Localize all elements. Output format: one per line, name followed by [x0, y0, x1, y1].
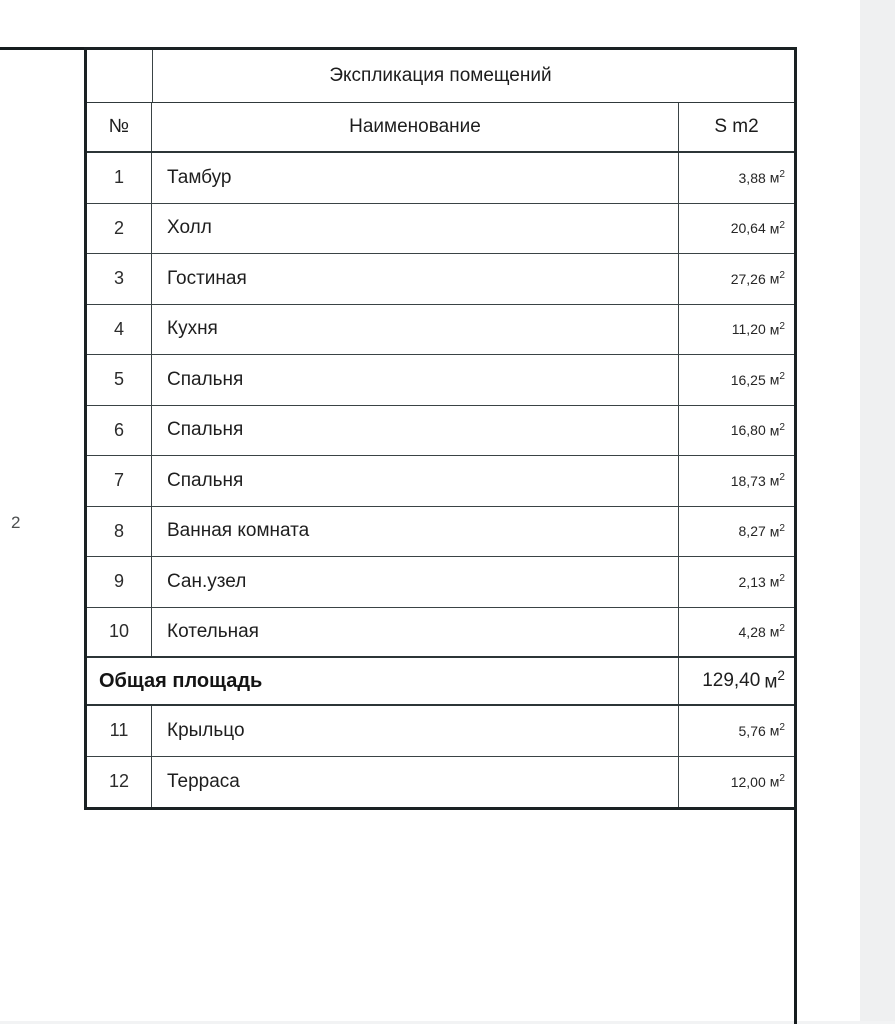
row-name: Сан.узел	[152, 557, 679, 607]
title-blank-cell	[87, 50, 153, 102]
total-area-unit-base: м	[764, 671, 778, 693]
row-number: 3	[87, 254, 152, 304]
row-area-value: 3,88	[738, 169, 766, 186]
row-name: Спальня	[152, 405, 679, 455]
row-area-value: 20,64	[730, 220, 766, 237]
row-area-value: 16,25	[730, 371, 766, 388]
table-row: 8 Ванная комната 8,27 м2	[87, 506, 794, 557]
row-area: 8,27 м2	[679, 507, 794, 557]
table-header-row: № Наименование S m2	[87, 103, 794, 153]
row-area-unit: м2	[769, 169, 785, 187]
main-rows: 1 Тамбур 3,88 м2 2 Холл 20,64 м2 3 Гостиная 27,26 м…	[87, 153, 794, 658]
row-name: Котельная	[152, 607, 679, 656]
row-number: 11	[87, 706, 152, 756]
row-area-unit: м2	[769, 421, 785, 439]
table-row: 2 Холл 20,64 м2	[87, 203, 794, 254]
row-area-value: 12,00	[730, 773, 766, 790]
sheet-frame-line	[794, 808, 797, 1024]
row-number: 10	[87, 607, 152, 656]
row-area-unit: м2	[769, 522, 785, 540]
extra-rows: 11 Крыльцо 5,76 м2 12 Терраса 12,00 м2	[87, 706, 794, 807]
row-area-value: 16,80	[730, 422, 766, 439]
table-row: 6 Спальня 16,80 м2	[87, 405, 794, 456]
row-area-value: 11,20	[731, 321, 766, 338]
row-number: 2	[87, 203, 152, 253]
table-row: 10 Котельная 4,28 м2	[87, 607, 794, 658]
total-label: Общая площадь	[87, 658, 679, 704]
row-area-unit: м2	[769, 472, 785, 490]
row-area-value: 18,73	[730, 472, 766, 489]
total-area-unit: м2	[764, 668, 785, 693]
table-row: 1 Тамбур 3,88 м2	[87, 153, 794, 204]
column-header-number: №	[87, 103, 152, 151]
table-title: Экспликация помещений	[329, 65, 552, 86]
row-area-value: 4,28	[738, 623, 766, 640]
row-area-value: 8,27	[738, 523, 766, 540]
row-area: 27,26 м2	[679, 254, 794, 304]
row-number: 7	[87, 456, 152, 506]
row-name: Спальня	[152, 456, 679, 506]
bottom-edge-line	[0, 1021, 895, 1024]
row-area-unit: м2	[769, 722, 785, 740]
table-row: 7 Спальня 18,73 м2	[87, 456, 794, 507]
row-area-unit: м2	[769, 623, 785, 641]
row-number: 6	[87, 405, 152, 455]
row-area: 2,13 м2	[679, 557, 794, 607]
row-area-unit: м2	[769, 320, 785, 338]
row-area: 18,73 м2	[679, 456, 794, 506]
row-name: Терраса	[152, 756, 679, 807]
row-name: Холл	[152, 203, 679, 253]
table-row: 3 Гостиная 27,26 м2	[87, 254, 794, 305]
row-number: 4	[87, 304, 152, 354]
row-area: 20,64 м2	[679, 204, 794, 254]
column-header-name: Наименование	[152, 103, 679, 151]
row-number: 8	[87, 506, 152, 556]
plan-wall-line	[0, 47, 87, 50]
table-row: 9 Сан.узел 2,13 м2	[87, 557, 794, 608]
row-area-value: 5,76	[738, 722, 766, 739]
column-header-area: S m2	[714, 116, 759, 137]
row-name: Гостиная	[152, 254, 679, 304]
row-area: 4,28 м2	[679, 608, 794, 657]
row-name: Ванная комната	[152, 506, 679, 556]
row-name: Кухня	[152, 304, 679, 354]
row-area-unit: м2	[769, 371, 785, 389]
row-area-unit: м2	[769, 573, 785, 591]
row-area-unit: м2	[769, 270, 785, 288]
row-area: 16,80 м2	[679, 406, 794, 456]
row-name: Тамбур	[152, 153, 679, 203]
row-area-value: 2,13	[738, 573, 766, 590]
row-area: 11,20 м2	[679, 305, 794, 355]
row-area-unit: м2	[769, 773, 785, 791]
total-area: 129,40 м2	[679, 658, 794, 704]
row-number: 12	[87, 756, 152, 807]
row-number: 9	[87, 557, 152, 607]
row-number: 5	[87, 355, 152, 405]
right-margin-strip	[860, 0, 895, 1024]
row-area: 5,76 м2	[679, 706, 794, 756]
table-title-row: Экспликация помещений	[87, 50, 794, 103]
table-row: 5 Спальня 16,25 м2	[87, 355, 794, 406]
row-name: Крыльцо	[152, 706, 679, 756]
total-row: Общая площадь 129,40 м2	[87, 658, 794, 706]
row-area-value: 27,26	[730, 270, 766, 287]
table-row: 4 Кухня 11,20 м2	[87, 304, 794, 355]
total-area-value: 129,40	[702, 670, 761, 691]
row-area: 16,25 м2	[679, 355, 794, 405]
table-row: 11 Крыльцо 5,76 м2	[87, 706, 794, 757]
dimension-label: 2	[11, 513, 21, 532]
row-area: 12,00 м2	[679, 757, 794, 808]
row-number: 1	[87, 153, 152, 203]
room-schedule-table: Экспликация помещений № Наименование S m…	[84, 47, 797, 810]
row-area-unit: м2	[769, 219, 785, 237]
row-area: 3,88 м2	[679, 153, 794, 203]
total-area-unit-sup: 2	[777, 668, 785, 684]
row-name: Спальня	[152, 355, 679, 405]
table-row: 12 Терраса 12,00 м2	[87, 756, 794, 808]
